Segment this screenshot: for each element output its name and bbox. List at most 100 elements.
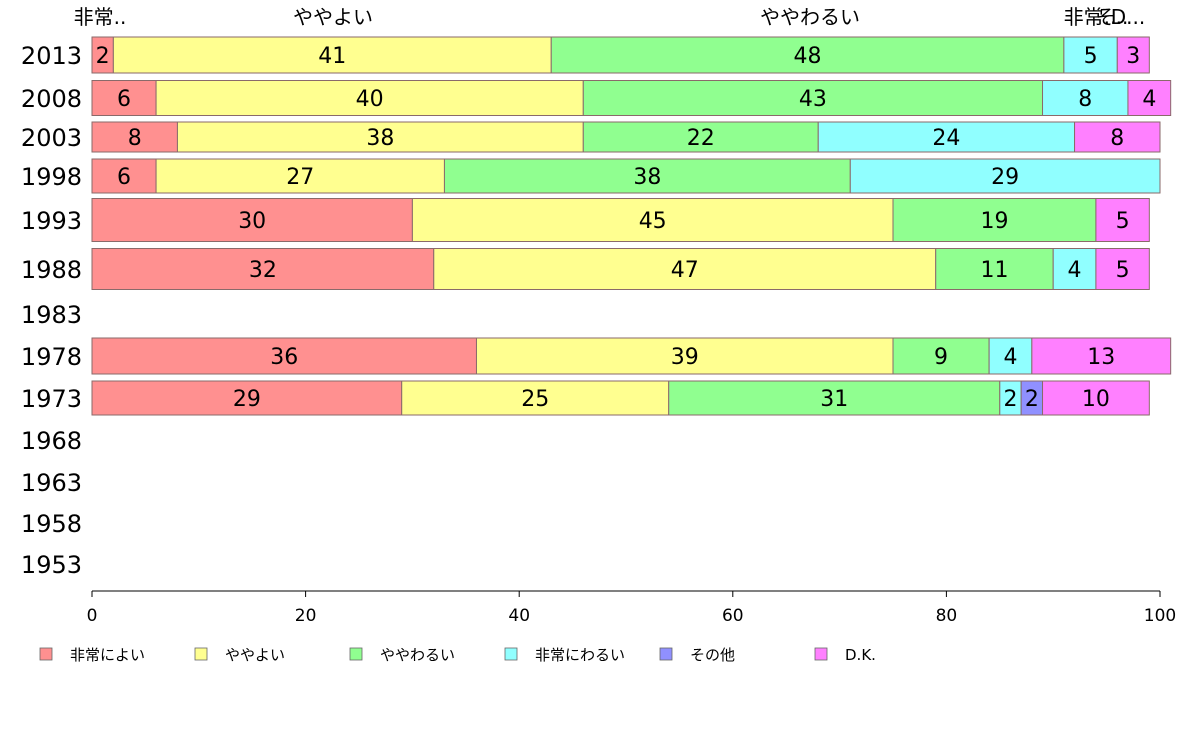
bar-segment xyxy=(817,121,1076,153)
year-label: 2003 xyxy=(21,124,82,152)
bar-value-label: 8 xyxy=(1110,126,1124,151)
bar-value-label: 25 xyxy=(521,387,549,412)
bar-value-label: 10 xyxy=(1082,387,1110,412)
legend-swatch xyxy=(504,647,518,661)
bar-value-label: 47 xyxy=(671,258,699,283)
series-top-label: ややわるい xyxy=(760,5,860,29)
bar-value-label: 2 xyxy=(1025,387,1039,412)
year-label: 1958 xyxy=(21,510,82,538)
bar-segment xyxy=(849,158,1161,194)
bar-value-label: 38 xyxy=(366,126,394,151)
year-label: 2013 xyxy=(21,42,82,70)
bar-value-label: 6 xyxy=(117,165,131,190)
bar-value-label: 39 xyxy=(671,345,699,370)
bar-segment xyxy=(91,80,157,116)
bar-value-label: 43 xyxy=(799,87,827,112)
bar-segment xyxy=(892,337,990,375)
bar-segment xyxy=(91,380,403,416)
bar-value-label: 27 xyxy=(286,165,314,190)
legend-swatch xyxy=(659,647,673,661)
bar-value-label: 19 xyxy=(980,209,1008,234)
x-tick-label: 80 xyxy=(936,606,958,626)
legend-label: 非常によい xyxy=(70,646,145,664)
bar-segment xyxy=(91,198,413,242)
bar-value-label: 6 xyxy=(117,87,131,112)
bar-segment xyxy=(1095,248,1150,290)
legend-label: D.K. xyxy=(845,646,876,664)
bar-segment xyxy=(1127,80,1172,116)
bar-value-label: 3 xyxy=(1126,44,1140,69)
bar-segment xyxy=(550,36,1065,74)
bar-segment xyxy=(1042,80,1129,116)
x-tick-label: 20 xyxy=(295,606,317,626)
bar-segment xyxy=(1063,36,1118,74)
year-label: 1963 xyxy=(21,469,82,497)
bar-value-label: 36 xyxy=(270,345,298,370)
bar-segment xyxy=(892,198,1097,242)
series-top-label: 非常.. xyxy=(1064,5,1117,29)
legend-label: ややわるい xyxy=(380,646,455,664)
bar-value-label: 2 xyxy=(1003,387,1017,412)
series-top-label: ややよい xyxy=(293,5,373,29)
bar-value-label: 45 xyxy=(639,209,667,234)
bar-segment xyxy=(1031,337,1172,375)
x-tick-label: 40 xyxy=(508,606,530,626)
year-label: 1998 xyxy=(21,163,82,191)
legend-label: 非常にわるい xyxy=(535,646,625,664)
legend-swatch xyxy=(349,647,363,661)
bar-segment xyxy=(582,80,1044,116)
bar-segment xyxy=(155,80,584,116)
bar-value-label: 41 xyxy=(318,44,346,69)
bar-value-label: 31 xyxy=(820,387,848,412)
bar-segment xyxy=(443,158,851,194)
bar-value-label: 2 xyxy=(96,44,110,69)
year-label: 1993 xyxy=(21,207,82,235)
bar-value-label: 11 xyxy=(980,258,1008,283)
x-tick-label: 60 xyxy=(722,606,744,626)
bar-segment xyxy=(1116,36,1150,74)
series-top-label: そ.. xyxy=(1096,5,1129,29)
year-label: 1953 xyxy=(21,551,82,579)
bar-value-label: 38 xyxy=(633,165,661,190)
legend-label: その他 xyxy=(690,646,735,664)
year-label: 1983 xyxy=(21,301,82,329)
year-label: 1988 xyxy=(21,256,82,284)
bar-segment xyxy=(1095,198,1150,242)
year-axis-labels: 2013 2008 2003 1998 1993 1988 1983 1978 1973 1968… xyxy=(21,42,82,579)
bar-segment xyxy=(433,248,937,290)
bar-value-label: 4 xyxy=(1003,345,1017,370)
legend-swatch xyxy=(39,647,53,661)
bar-segment xyxy=(91,158,157,194)
legend-swatch xyxy=(194,647,208,661)
bar-segment xyxy=(1042,380,1150,416)
bar-segment xyxy=(91,337,477,375)
bar-value-label: 13 xyxy=(1087,345,1115,370)
bar-segment xyxy=(91,248,435,290)
bar-value-label: 8 xyxy=(1078,87,1092,112)
bar-value-label: 22 xyxy=(687,126,715,151)
legend-swatch xyxy=(814,647,828,661)
legend: 非常によい ややよい ややわるい 非常にわるい その他 D.K. xyxy=(39,646,876,664)
bar-value-label: 5 xyxy=(1084,44,1098,69)
bar-value-label: 5 xyxy=(1116,209,1130,234)
bar-value-label: 40 xyxy=(356,87,384,112)
x-axis: 0 20 40 60 80 100 xyxy=(87,590,1176,626)
bar-value-label: 30 xyxy=(238,209,266,234)
series-top-label: 非常.. xyxy=(74,5,127,29)
year-label: 1978 xyxy=(21,343,82,371)
bar-value-label: 4 xyxy=(1068,258,1082,283)
bar-value-label: 9 xyxy=(934,345,948,370)
bar-value-label: 8 xyxy=(128,126,142,151)
bar-segment xyxy=(91,121,178,153)
bar-segment xyxy=(1074,121,1161,153)
bar-value-label: 29 xyxy=(233,387,261,412)
bar-value-label: 4 xyxy=(1142,87,1156,112)
year-label: 1973 xyxy=(21,385,82,413)
bar-value-label: 29 xyxy=(991,165,1019,190)
bar-value-label: 32 xyxy=(249,258,277,283)
bar-value-label: 24 xyxy=(932,126,960,151)
bar-value-label: 48 xyxy=(794,44,822,69)
year-label: 1968 xyxy=(21,427,82,455)
